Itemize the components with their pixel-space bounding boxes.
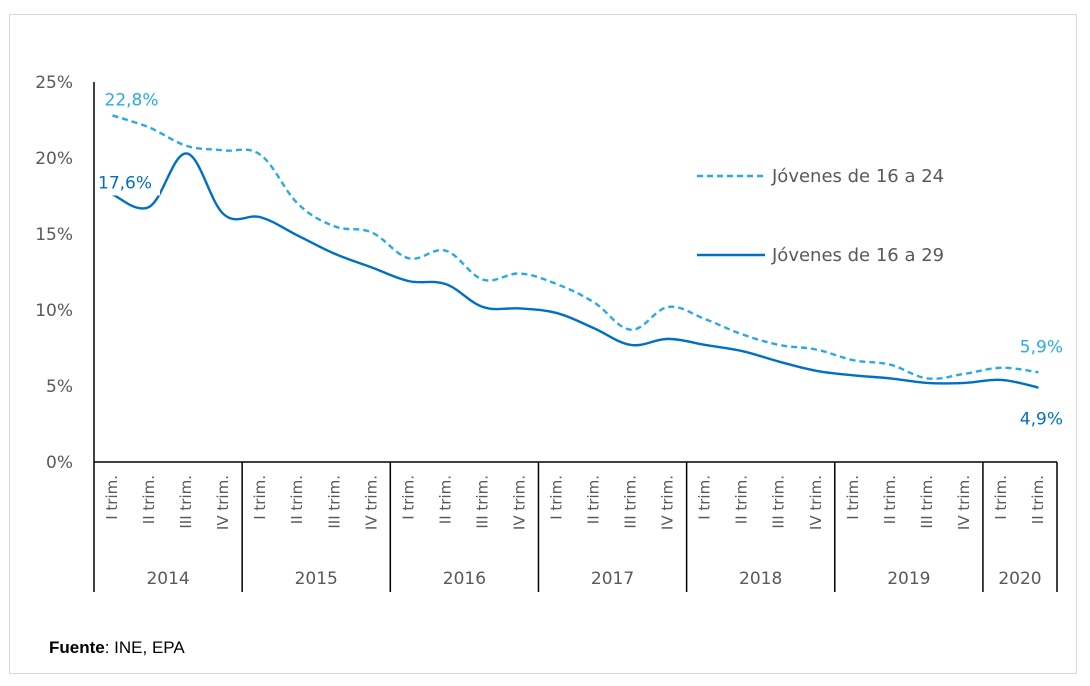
x-category-label: III trim. [177,475,195,529]
y-tick-label: 15% [35,225,73,245]
y-tick-label: 10% [35,301,73,321]
x-category-label: I trim. [251,475,269,520]
x-category-label: II trim. [733,475,751,524]
x-category-label: II trim. [288,475,306,524]
x-category-label: I trim. [992,475,1010,520]
x-year-label: 2019 [887,569,930,589]
source-text: : INE, EPA [105,638,185,657]
x-year-label: 2020 [998,569,1041,589]
x-year-label: 2018 [739,569,782,589]
x-category-label: IV trim. [659,475,677,530]
x-category-label: III trim. [770,475,788,529]
x-category-label: II trim. [585,475,603,524]
x-category-label: IV trim. [510,475,528,530]
x-year-label: 2017 [591,569,634,589]
x-category-label: II trim. [1029,475,1047,524]
x-category-label: III trim. [473,475,491,529]
x-category-label: I trim. [547,475,565,520]
x-category-label: III trim. [622,475,640,529]
y-tick-label: 0% [46,453,73,473]
x-category-label: I trim. [844,475,862,520]
x-category-label: I trim. [399,475,417,520]
x-category-label: I trim. [103,475,121,520]
legend-label: Jóvenes de 16 a 29 [771,245,944,266]
x-year-label: 2016 [443,569,486,589]
x-category-label: I trim. [696,475,714,520]
x-category-label: IV trim. [362,475,380,530]
source-note: Fuente: INE, EPA [49,638,185,658]
x-category-label: IV trim. [807,475,825,530]
source-label: Fuente [49,638,105,657]
x-category-label: II trim. [436,475,454,524]
x-category-label: II trim. [881,475,899,524]
x-year-label: 2015 [295,569,338,589]
x-category-label: III trim. [918,475,936,529]
x-category-label: II trim. [140,475,158,524]
x-year-label: 2014 [146,569,189,589]
x-category-label: III trim. [325,475,343,529]
data-label-end-16-29: 4,9% [1020,410,1063,430]
y-tick-label: 20% [35,149,73,169]
legend-label: Jóvenes de 16 a 24 [771,166,944,187]
data-label-start-16-24: 22,8% [105,90,159,110]
series-line-16-29 [113,153,1039,387]
data-label-end-16-24: 5,9% [1020,337,1063,357]
y-tick-label: 5% [46,377,73,397]
x-category-label: IV trim. [214,475,232,530]
data-label-start-16-29: 17,6% [98,173,152,193]
y-tick-label: 25% [35,73,73,93]
x-category-label: IV trim. [955,475,973,530]
